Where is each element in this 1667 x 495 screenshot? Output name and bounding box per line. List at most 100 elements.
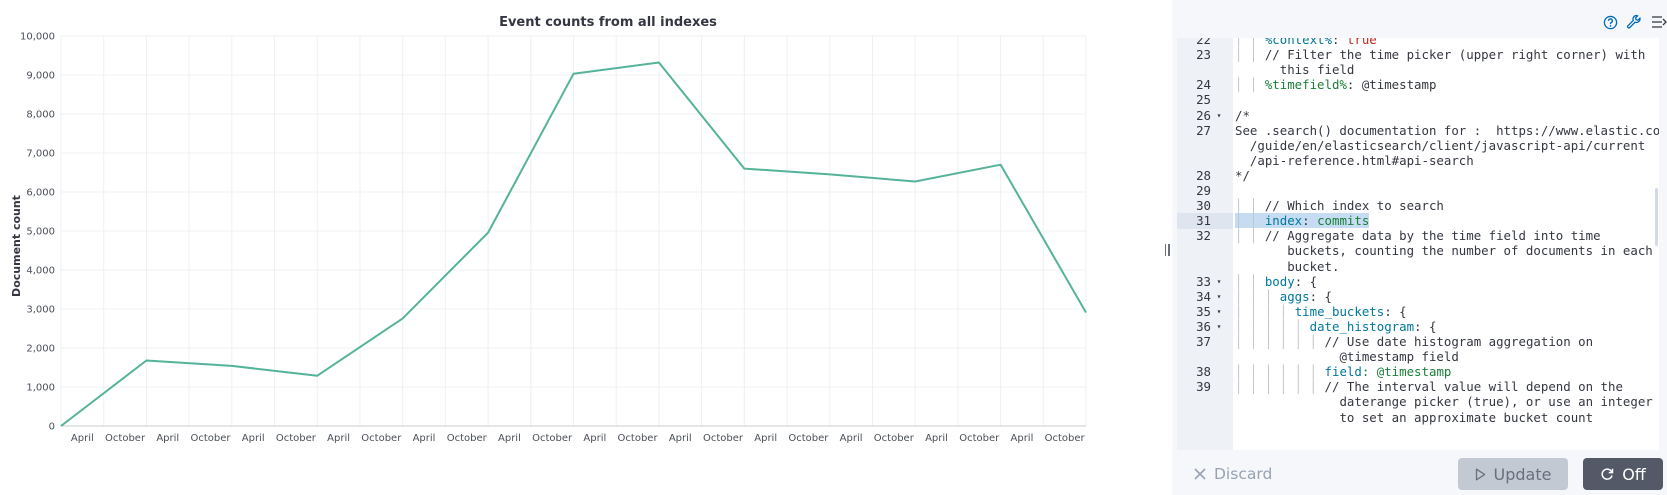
code-line[interactable]: bucket.	[1177, 259, 1659, 275]
x-tick-label: October	[447, 433, 488, 444]
code-text: @timestamp field	[1235, 349, 1458, 365]
indent-guide: │ │ │ │ │	[1235, 318, 1310, 334]
series-layer	[60, 61, 1087, 427]
code-text: buckets, counting the number of document…	[1235, 243, 1653, 259]
line-number: 26	[1196, 107, 1211, 123]
auto-apply-toggle-button[interactable]: Off	[1583, 458, 1663, 490]
code-line[interactable]: 32 │ │ // Aggregate data by the time fiel…	[1177, 228, 1659, 244]
code-token: : {	[1384, 303, 1407, 319]
code-text: See .search() documentation for : https:…	[1235, 123, 1659, 139]
code-token: index	[1264, 213, 1303, 229]
indent-guide: │ │	[1235, 273, 1265, 289]
x-tick-label: October	[874, 433, 915, 444]
y-tick-label: 10,000	[20, 32, 55, 43]
indent-guide: │ │ │ │	[1235, 303, 1295, 319]
line-number: 29	[1196, 183, 1211, 198]
indent-guide	[1235, 243, 1287, 258]
code-line[interactable]: 28 */	[1177, 168, 1659, 184]
y-tick-label: 3,000	[26, 305, 55, 316]
code-line[interactable]: /guide/en/elasticsearch/client/javascrip…	[1177, 138, 1659, 154]
code-token: body	[1264, 273, 1295, 289]
fold-toggle-icon[interactable]: ▾	[1216, 291, 1222, 301]
code-text: │ │ index: commits	[1235, 213, 1370, 229]
code-line[interactable]: 38 │ │ │ │ │ │ field: @timestamp	[1177, 364, 1659, 380]
x-tick-label: October	[703, 433, 744, 444]
code-line[interactable]: /api-reference.html#api-search	[1177, 153, 1659, 169]
x-tick-label: April	[669, 433, 692, 444]
x-tick-label: April	[71, 433, 94, 444]
series-line	[60, 61, 1087, 427]
code-token: this field	[1279, 62, 1355, 78]
indent-guide: │ │	[1235, 198, 1265, 214]
code-line[interactable]: 24 │ │ %timefield%: @timestamp	[1177, 77, 1659, 93]
y-tick-label: 8,000	[26, 110, 55, 121]
code-line[interactable]: 37 │ │ │ │ │ │ // Use date histogram aggr…	[1177, 334, 1659, 350]
line-number: 28	[1196, 167, 1211, 183]
x-tick-label: April	[156, 433, 179, 444]
editor-scrollbar[interactable]	[1655, 188, 1658, 246]
code-text: │ │ │ │ │ date_histogram: {	[1235, 319, 1436, 335]
y-tick-label: 0	[49, 422, 55, 433]
code-token: // Aggregate data by the time field into…	[1264, 228, 1601, 244]
code-text: */	[1235, 168, 1250, 184]
fold-toggle-icon[interactable]: ▾	[1216, 321, 1222, 331]
line-number: 30	[1196, 198, 1211, 214]
fold-toggle-icon[interactable]: ▾	[1216, 276, 1222, 286]
code-line[interactable]: to set an approximate bucket count	[1177, 410, 1659, 426]
off-label: Off	[1622, 464, 1646, 484]
y-axis-label: Document count	[10, 195, 23, 297]
code-line[interactable]: 31 │ │ index: commits	[1177, 213, 1659, 230]
y-tick-label: 5,000	[26, 227, 55, 238]
code-token: %context%	[1264, 38, 1332, 47]
editor-panel: 22 │ │ %context%: true 23 │ │ // Filter the…	[1172, 0, 1667, 495]
indent-guide	[1235, 349, 1339, 364]
fold-toggle-icon[interactable]: ▾	[1216, 306, 1222, 316]
code-editor[interactable]: 22 │ │ %context%: true 23 │ │ // Filter the…	[1177, 38, 1659, 450]
code-line[interactable]: 39 │ │ │ │ │ │ // The interval value will…	[1177, 379, 1659, 395]
grid-lines	[60, 35, 1087, 427]
line-number: 25	[1196, 92, 1211, 108]
code-line[interactable]: this field	[1177, 62, 1659, 78]
code-token: : {	[1294, 273, 1318, 289]
code-text: bucket.	[1235, 259, 1339, 275]
code-line[interactable]: 23 │ │ // Filter the time picker (upper r…	[1177, 47, 1659, 63]
line-number: 36	[1196, 318, 1211, 334]
panel-resize-handle[interactable]	[1163, 236, 1171, 264]
code-line[interactable]: 35 ▾ │ │ │ │ time_buckets: {	[1177, 304, 1659, 320]
line-number: 33	[1196, 273, 1211, 289]
code-line[interactable]: daterange picker (true), or use an integ…	[1177, 394, 1659, 410]
code-line[interactable]: @timestamp field	[1177, 349, 1659, 365]
help-icon[interactable]	[1600, 12, 1620, 32]
editor-toolbar	[1467, 10, 1667, 34]
line-number: 32	[1196, 228, 1211, 244]
code-line[interactable]: 27 See .search() documentation for : http…	[1177, 123, 1659, 139]
code-line[interactable]: 25	[1177, 92, 1659, 108]
code-line[interactable]: 22 │ │ %context%: true	[1177, 38, 1659, 48]
update-button[interactable]: Update	[1458, 458, 1568, 490]
code-line[interactable]: buckets, counting the number of document…	[1177, 243, 1659, 259]
x-tick-label: April	[498, 433, 521, 444]
collapse-panel-icon[interactable]	[1649, 12, 1667, 32]
line-number: 24	[1196, 77, 1211, 93]
code-text: │ │ │ aggs: {	[1235, 289, 1332, 305]
refresh-icon	[1601, 468, 1614, 480]
code-text: /guide/en/elasticsearch/client/javascrip…	[1235, 138, 1645, 154]
code-token: date_histogram	[1309, 318, 1415, 334]
code-line[interactable]: 29	[1177, 183, 1659, 199]
fold-toggle-icon[interactable]: ▾	[1216, 110, 1222, 120]
indent-guide	[1235, 410, 1339, 425]
line-number: 22	[1196, 38, 1211, 47]
code-line[interactable]: 33 ▾ │ │ body: {	[1177, 274, 1659, 290]
discard-button[interactable]: Discard	[1194, 460, 1272, 488]
wrench-icon[interactable]	[1624, 12, 1644, 32]
code-line[interactable]: 34 ▾ │ │ │ aggs: {	[1177, 289, 1659, 305]
y-tick-label: 7,000	[26, 149, 55, 160]
line-number: 34	[1196, 288, 1211, 304]
code-line[interactable]: 30 │ │ // Which index to search	[1177, 198, 1659, 214]
code-text: │ │ // Which index to search	[1235, 198, 1444, 214]
code-token: field	[1324, 364, 1362, 380]
code-token: // The interval value will depend on the	[1324, 379, 1623, 395]
code-line[interactable]: 26 ▾ /*	[1177, 108, 1659, 124]
code-line[interactable]: 36 ▾ │ │ │ │ │ date_histogram: {	[1177, 319, 1659, 335]
code-token: commits	[1317, 213, 1370, 229]
